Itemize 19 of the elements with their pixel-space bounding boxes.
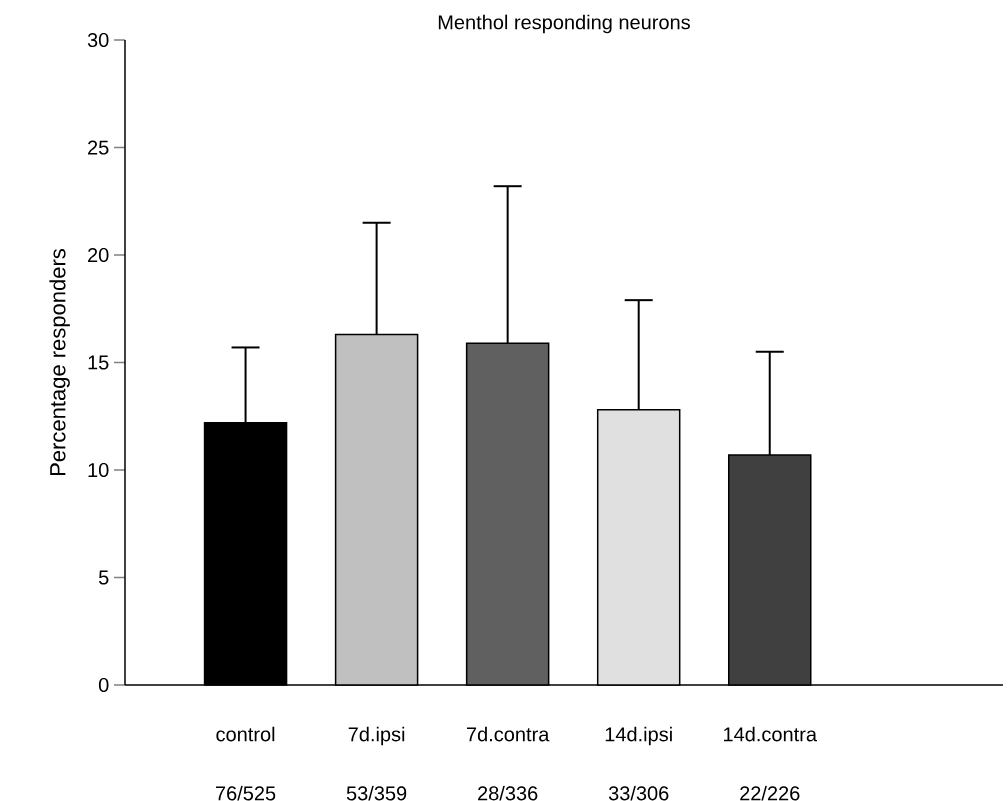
y-tick-label: 25 [88,140,109,155]
x-tick-label: 14d.ipsi [605,726,672,746]
chart-title: Menthol responding neurons [438,14,690,34]
y-tick-label: 20 [88,247,109,263]
y-tick-label: 0 [98,677,109,693]
text: 76/525 [216,785,276,801]
y-tick-label: 5 [98,570,109,585]
x-tick-label: control [216,726,275,742]
y-axis-title: Percentage responders [49,249,70,476]
y-tick-label: 15 [88,355,109,370]
x-tick-label: 14d.contra [724,726,817,742]
text: 33/306 [608,785,669,801]
text: 28/336 [478,785,538,801]
y-tick-label: 30 [87,32,109,48]
x-tick-label: 7d.ipsi [348,726,405,746]
text: 53/359 [346,785,407,801]
y-tick-label: 10 [88,462,109,478]
x-tick-label: 7d.contra [466,726,550,742]
text: 22/226 [740,785,800,801]
